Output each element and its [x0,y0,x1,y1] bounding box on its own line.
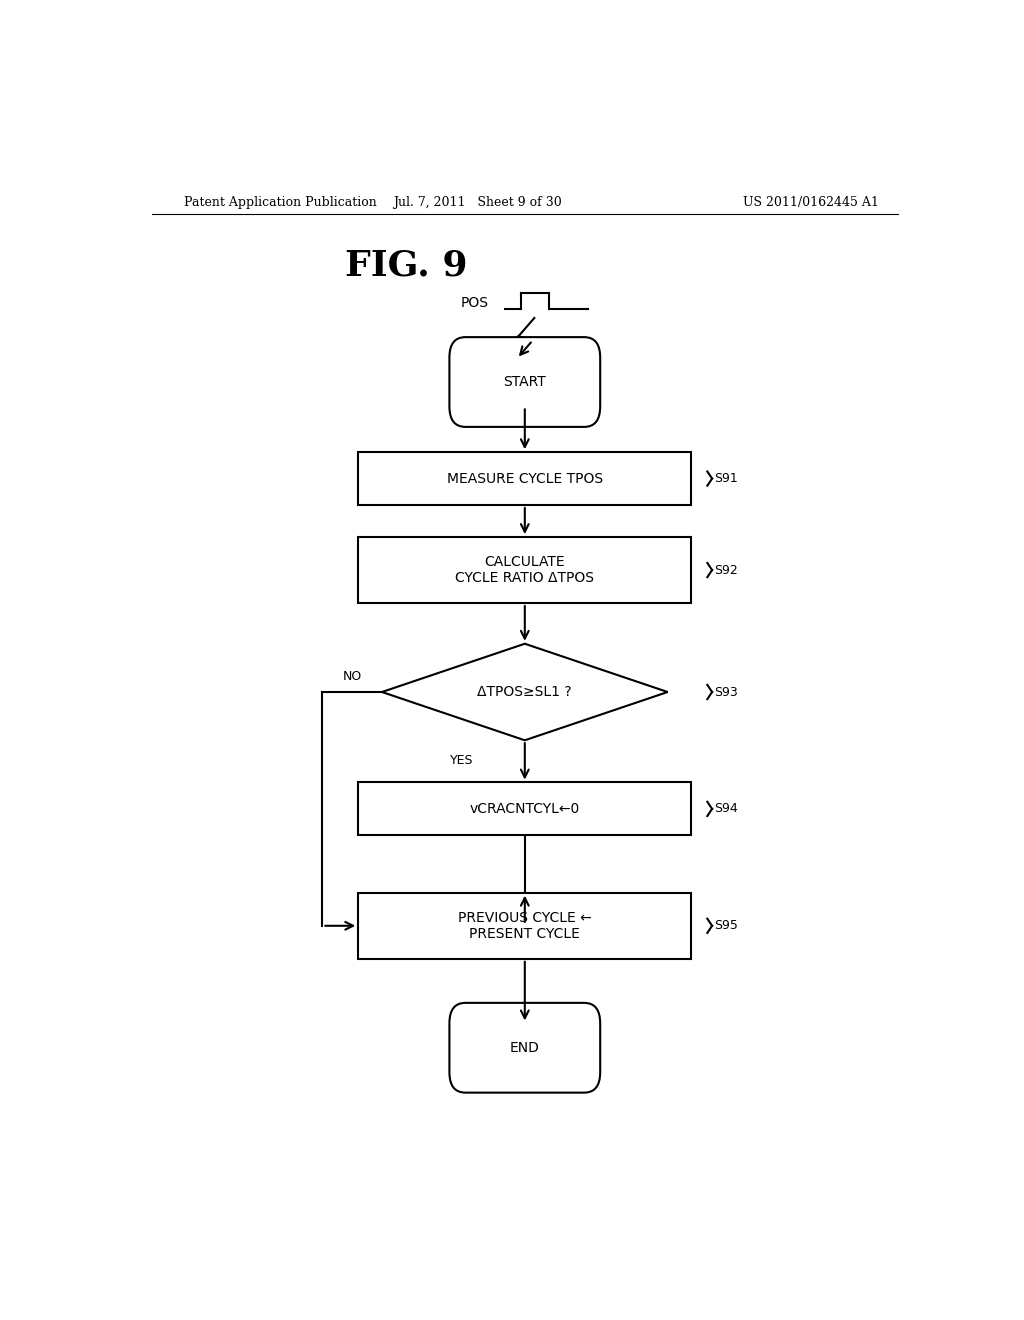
Text: ΔTPOS≥SL1 ?: ΔTPOS≥SL1 ? [477,685,572,700]
Text: Jul. 7, 2011   Sheet 9 of 30: Jul. 7, 2011 Sheet 9 of 30 [393,195,561,209]
FancyBboxPatch shape [358,537,691,603]
Text: CALCULATE
CYCLE RATIO ΔTPOS: CALCULATE CYCLE RATIO ΔTPOS [456,554,594,585]
Text: US 2011/0162445 A1: US 2011/0162445 A1 [742,195,879,209]
Text: S91: S91 [714,473,737,484]
Text: Patent Application Publication: Patent Application Publication [183,195,376,209]
Text: vCRACNTCYL←0: vCRACNTCYL←0 [470,801,580,816]
Polygon shape [382,644,668,741]
Text: NO: NO [343,671,362,684]
Text: YES: YES [450,754,473,767]
Text: POS: POS [461,296,489,310]
FancyBboxPatch shape [358,783,691,836]
Text: S93: S93 [714,685,737,698]
Text: S94: S94 [714,803,737,816]
Text: FIG. 9: FIG. 9 [344,248,467,282]
FancyBboxPatch shape [450,337,600,426]
Text: S95: S95 [714,919,737,932]
Text: S92: S92 [714,564,737,577]
FancyBboxPatch shape [358,453,691,506]
Text: END: END [510,1040,540,1055]
Text: MEASURE CYCLE TPOS: MEASURE CYCLE TPOS [446,471,603,486]
FancyBboxPatch shape [358,892,691,958]
Text: START: START [504,375,546,389]
FancyBboxPatch shape [450,1003,600,1093]
Text: PREVIOUS CYCLE ←
PRESENT CYCLE: PREVIOUS CYCLE ← PRESENT CYCLE [458,911,592,941]
